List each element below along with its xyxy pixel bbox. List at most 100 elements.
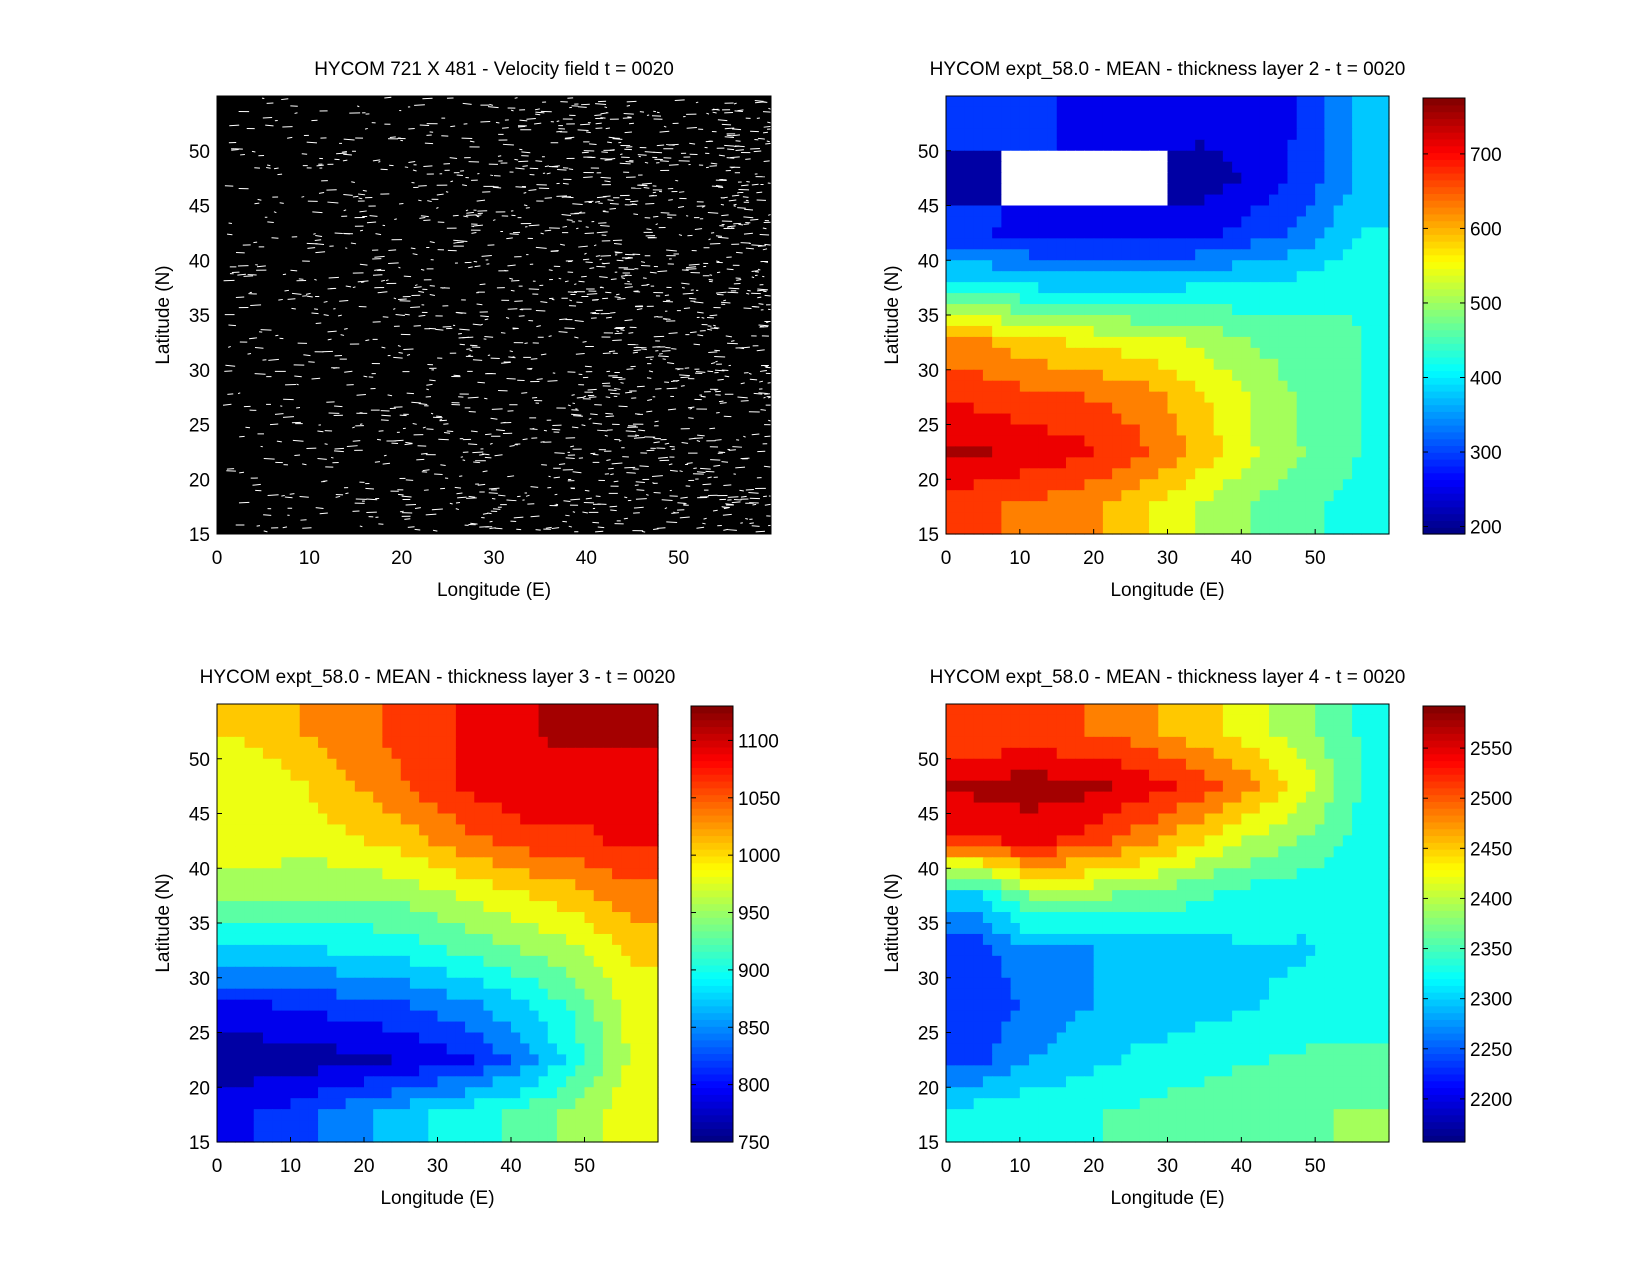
heatmap-cell: [1065, 457, 1076, 469]
heatmap-cell: [345, 714, 356, 727]
heatmap-cell: [566, 813, 576, 826]
heatmap-cell: [1149, 271, 1159, 283]
heatmap-cell: [1056, 347, 1067, 360]
heatmap-cell: [455, 704, 466, 716]
heatmap-cell: [1352, 380, 1362, 393]
heatmap-cell: [1379, 282, 1390, 294]
heatmap-cell: [1305, 293, 1316, 305]
heatmap-cell: [391, 966, 402, 979]
heatmap-cell: [1176, 183, 1187, 196]
velocity-vector: [540, 232, 544, 235]
heatmap-cell: [419, 912, 429, 924]
heatmap-cell: [1065, 523, 1076, 535]
heatmap-cell: [400, 725, 411, 738]
heatmap-cell: [575, 813, 586, 826]
heatmap-cell: [1047, 238, 1058, 250]
velocity-vector: [228, 345, 231, 348]
velocity-vector: [502, 143, 514, 146]
heatmap-cell: [639, 901, 650, 913]
velocity-vector: [662, 300, 673, 303]
velocity-vector: [667, 408, 677, 411]
heatmap-cell: [1333, 424, 1344, 437]
velocity-vector: [281, 494, 285, 497]
heatmap-cell: [354, 857, 365, 869]
heatmap-cell: [501, 890, 512, 902]
velocity-vector: [551, 428, 561, 431]
heatmap-cell: [217, 835, 227, 847]
heatmap-cell: [1065, 183, 1076, 196]
velocity-vector: [633, 213, 639, 216]
heatmap-cell: [1121, 336, 1132, 349]
velocity-vector: [366, 498, 378, 501]
heatmap-cell: [272, 758, 282, 771]
velocity-vector: [480, 120, 491, 123]
velocity-vector: [605, 127, 611, 130]
heatmap-cell: [1075, 358, 1086, 371]
heatmap-cell: [299, 933, 310, 946]
heatmap-cell: [1056, 501, 1067, 513]
heatmap-cell: [1241, 457, 1252, 469]
heatmap-cell: [556, 879, 567, 891]
heatmap-cell: [973, 479, 984, 491]
heatmap-cell: [419, 725, 429, 738]
velocity-vector: [534, 122, 542, 125]
y-tick-label: 35: [189, 306, 210, 327]
velocity-vector: [530, 427, 535, 430]
heatmap-cell: [1296, 161, 1307, 174]
velocity-vector: [754, 271, 759, 273]
heatmap-cell: [382, 802, 393, 815]
heatmap-cell: [1121, 205, 1132, 218]
velocity-vector: [314, 239, 322, 241]
heatmap-cell: [1176, 293, 1187, 305]
heatmap-cell: [1185, 315, 1196, 327]
heatmap-cell: [1019, 512, 1030, 524]
heatmap-cell: [318, 879, 328, 891]
velocity-vector: [339, 300, 349, 302]
heatmap-cell: [639, 835, 650, 847]
velocity-vector: [624, 319, 633, 322]
velocity-vector: [513, 516, 524, 519]
colorbar-segment: [1423, 166, 1465, 174]
heatmap-cell: [272, 736, 282, 749]
heatmap-cell: [1213, 227, 1224, 239]
heatmap-cell: [419, 901, 429, 913]
heatmap-cell: [391, 868, 402, 880]
heatmap-cell: [1213, 479, 1224, 491]
heatmap-cell: [281, 736, 292, 749]
heatmap-cell: [1296, 238, 1307, 250]
velocity-vector: [581, 424, 586, 427]
heatmap-cell: [1204, 216, 1215, 228]
heatmap-cell: [1204, 161, 1215, 174]
heatmap-cell: [1185, 304, 1196, 316]
heatmap-cell: [1056, 490, 1067, 502]
heatmap-cell: [1065, 161, 1076, 174]
heatmap-cell: [391, 747, 402, 760]
heatmap-cell: [345, 725, 356, 738]
velocity-vector: [668, 463, 673, 466]
colorbar-segment: [1423, 268, 1465, 276]
heatmap-cell: [437, 933, 448, 946]
heatmap-cell: [217, 857, 227, 869]
heatmap-cell: [1029, 227, 1039, 239]
heatmap-cell: [593, 955, 604, 968]
heatmap-cell: [364, 933, 374, 946]
heatmap-cell: [1102, 413, 1113, 426]
heatmap-cell: [1324, 347, 1335, 360]
velocity-vector: [284, 289, 290, 292]
x-axis-label: Longitude (E): [437, 580, 551, 601]
heatmap-cell: [299, 813, 310, 826]
heatmap-cell: [336, 802, 347, 815]
velocity-vector: [273, 211, 277, 214]
heatmap-cell: [630, 944, 641, 957]
heatmap-cell: [1065, 128, 1076, 141]
heatmap-cell: [1352, 96, 1362, 108]
velocity-vector: [750, 218, 759, 221]
heatmap-cell: [1333, 402, 1344, 415]
heatmap-cell: [262, 758, 273, 771]
heatmap-cell: [955, 336, 966, 349]
heatmap-cell: [474, 901, 485, 913]
heatmap-cell: [1010, 271, 1021, 283]
heatmap-cell: [391, 846, 402, 858]
velocity-vector: [525, 494, 530, 497]
velocity-vector: [695, 101, 699, 104]
